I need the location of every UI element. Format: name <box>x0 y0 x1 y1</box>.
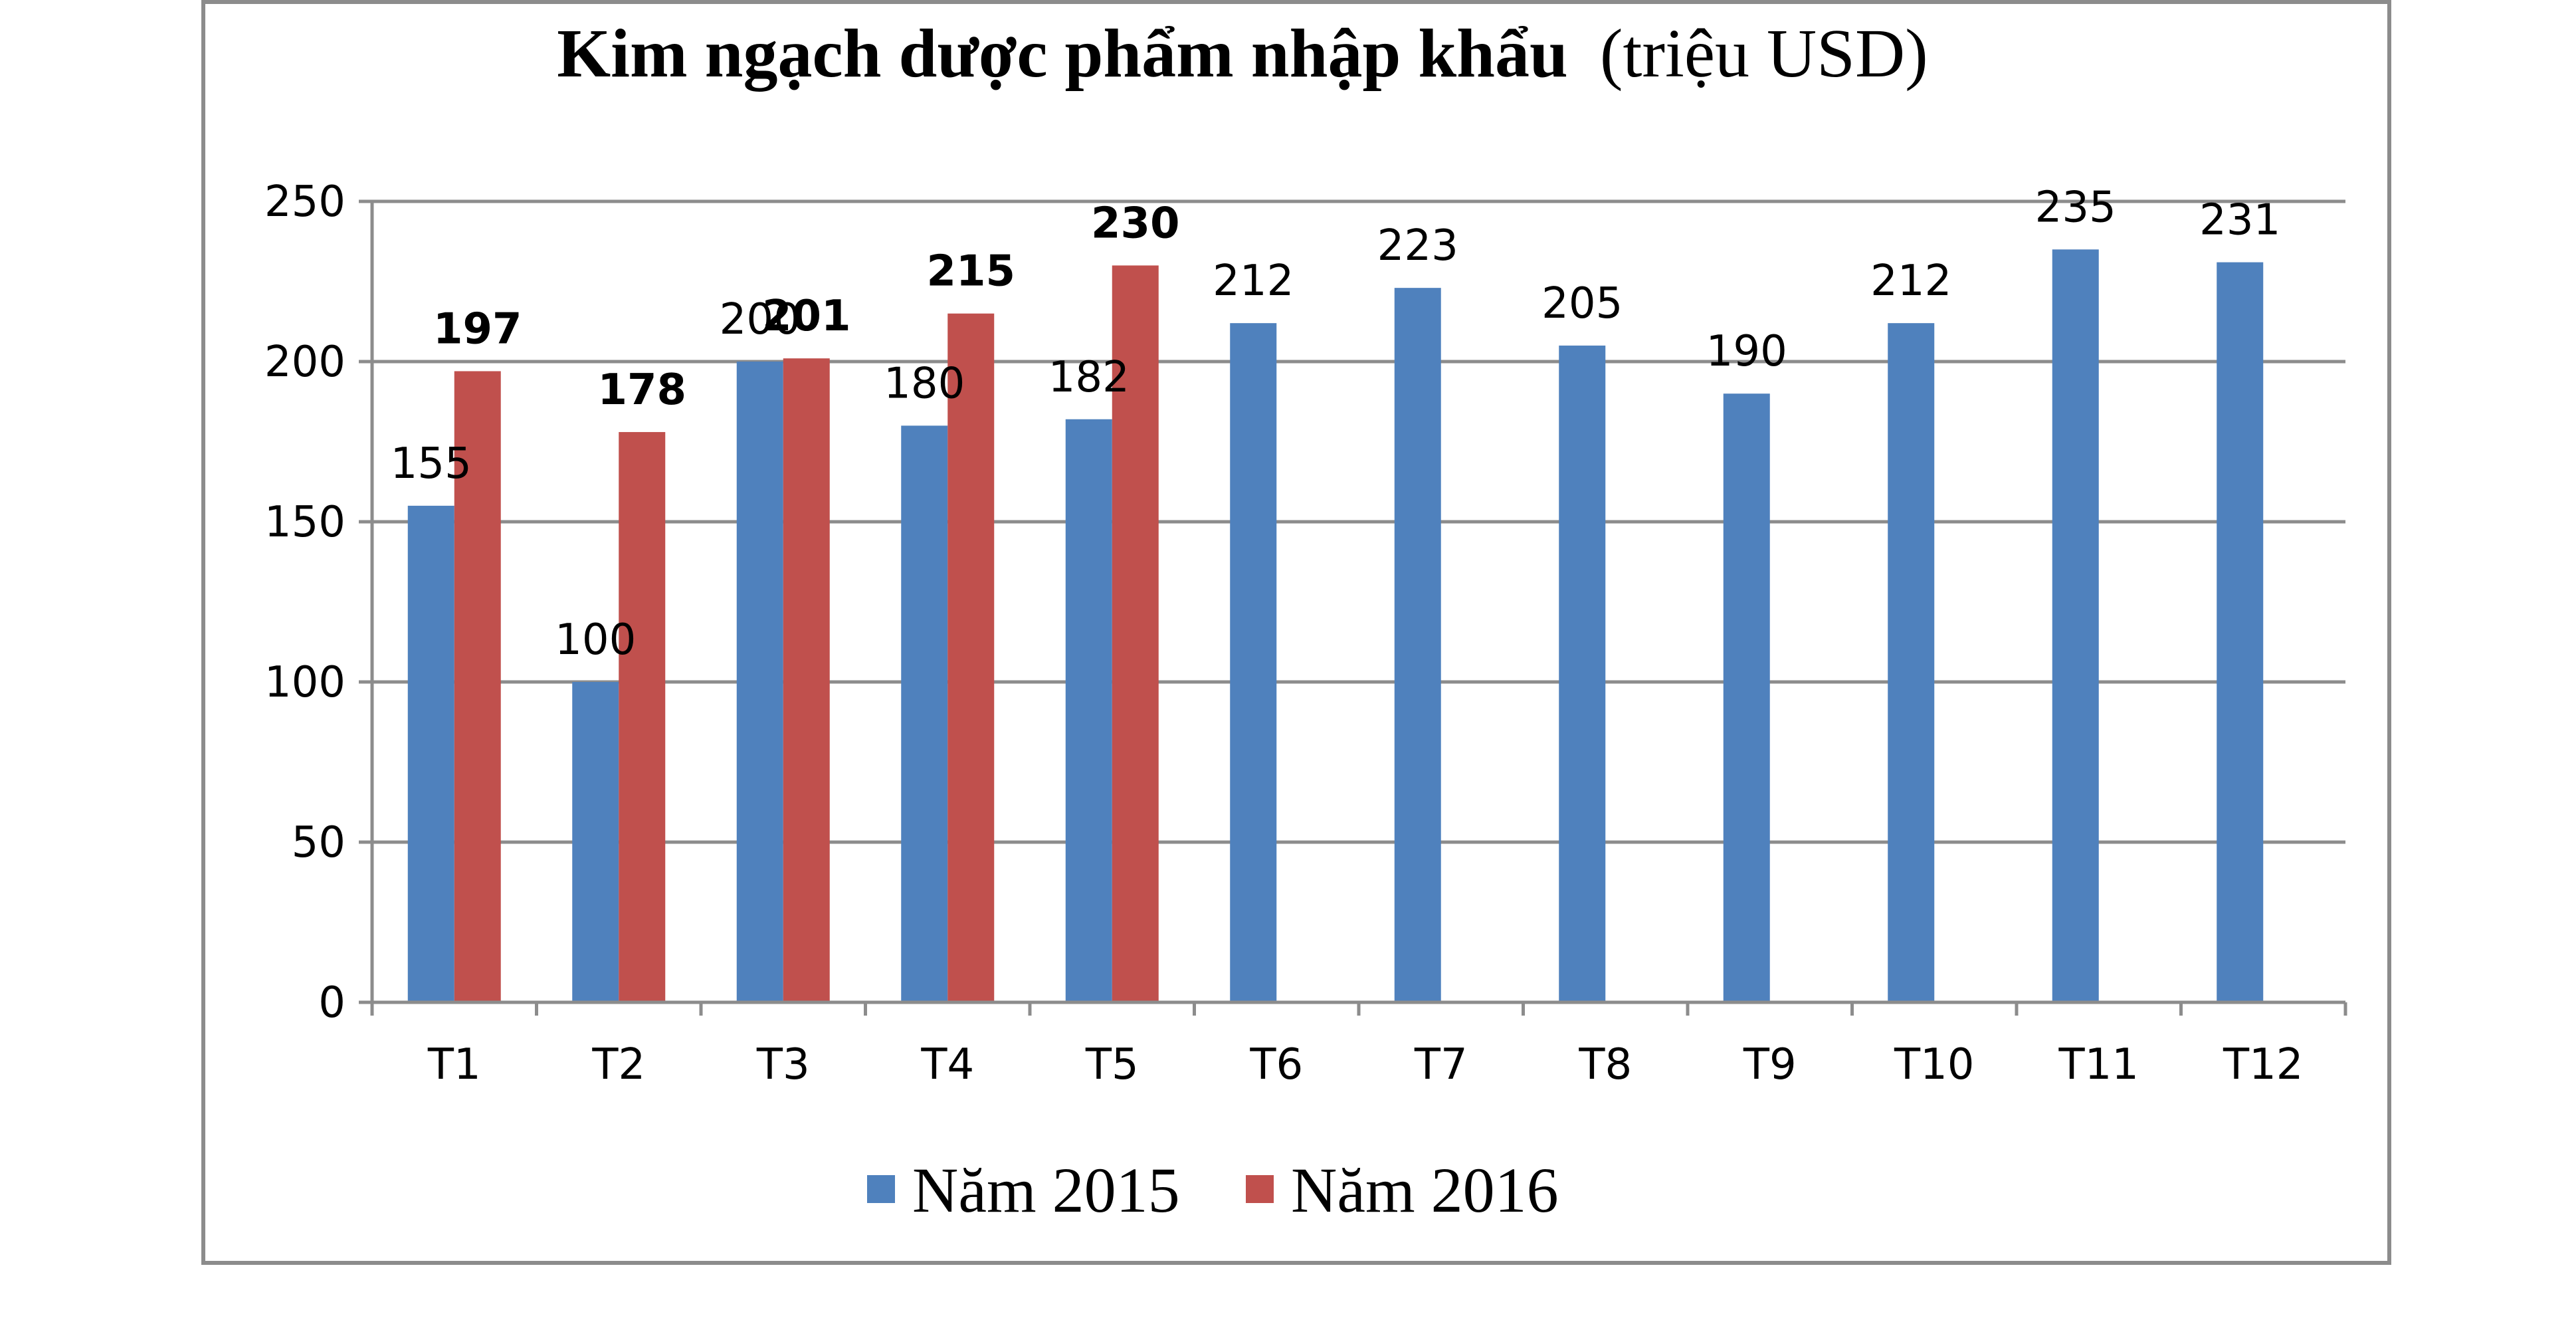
x-tick-label: T11 <box>2058 1040 2139 1089</box>
x-tick-label: T9 <box>1743 1040 1797 1089</box>
legend-label: Năm 2015 <box>912 1155 1180 1226</box>
legend-swatch <box>867 1175 895 1203</box>
x-tick-label: T2 <box>591 1040 645 1089</box>
bar <box>2217 262 2264 1003</box>
x-tick-label: T12 <box>2223 1040 2304 1089</box>
data-label: 212 <box>1213 257 1294 306</box>
bar <box>407 505 454 1002</box>
chart-title-unit: (triệu USD) <box>1600 15 1928 92</box>
bar <box>901 425 948 1002</box>
x-axis <box>370 1000 2347 1016</box>
bar <box>783 358 830 1002</box>
bar <box>736 362 783 1002</box>
y-axis-ticks: 0 50 100 150 200 250 <box>264 177 374 1028</box>
y-tick-label: 150 <box>264 498 346 547</box>
y-tick-label: 200 <box>264 338 346 387</box>
chart-border <box>201 0 2391 1265</box>
x-tick-label: T6 <box>1249 1040 1303 1089</box>
bar <box>1065 419 1112 1002</box>
bar <box>1723 393 1770 1002</box>
y-tick-label: 100 <box>264 658 346 707</box>
bar <box>1394 288 1441 1002</box>
gridlines <box>372 199 2345 844</box>
bar <box>619 432 666 1002</box>
x-tick-label: T1 <box>427 1040 481 1089</box>
bar <box>1559 345 1606 1002</box>
data-label: 223 <box>1377 221 1458 271</box>
chart-title: Kim ngạch dược phẩm nhập khẩu (triệu USD… <box>557 15 1928 92</box>
x-axis-ticks: T1 T2 T3 T4 T5 T6 T7 T8 T9 T10 T11 T12 <box>427 1040 2304 1089</box>
data-label: 182 <box>1048 353 1130 402</box>
bar <box>947 313 995 1003</box>
x-tick-label: T3 <box>756 1040 810 1089</box>
data-labels: 155 100 200 180 182 212 223 205 190 212 235 231 197 1… <box>391 183 2281 665</box>
bar <box>2052 249 2099 1002</box>
data-label: 155 <box>391 439 472 489</box>
y-tick-label: 250 <box>264 177 346 227</box>
data-label: 200 <box>720 295 801 344</box>
data-label: 205 <box>1541 279 1623 328</box>
data-label: 235 <box>2035 183 2116 232</box>
x-tick-label: T4 <box>920 1040 974 1089</box>
x-tick-label: T10 <box>1894 1040 1975 1089</box>
bar <box>572 682 619 1002</box>
data-label: 212 <box>1870 257 1951 306</box>
legend: Năm 2015 Năm 2016 <box>867 1155 1559 1226</box>
data-label: 178 <box>597 366 686 415</box>
legend-swatch <box>1246 1175 1274 1203</box>
chart-title-bold: Kim ngạch dược phẩm nhập khẩu <box>557 15 1568 92</box>
x-tick-label: T8 <box>1578 1040 1632 1089</box>
data-label: 197 <box>433 304 522 354</box>
bar <box>1112 265 1159 1002</box>
data-label: 215 <box>926 247 1015 296</box>
x-tick-label: T5 <box>1085 1040 1139 1089</box>
data-label: 100 <box>555 615 636 665</box>
y-tick-label: 50 <box>292 818 346 867</box>
bars <box>407 249 2264 1003</box>
bar <box>1230 323 1277 1002</box>
data-label: 190 <box>1706 327 1787 376</box>
data-label: 180 <box>884 359 965 408</box>
x-tick-label: T7 <box>1414 1040 1468 1089</box>
bar <box>1888 323 1935 1002</box>
bar <box>454 371 501 1002</box>
data-label: 230 <box>1091 199 1180 248</box>
data-label: 201 <box>762 292 851 341</box>
y-tick-label: 0 <box>318 978 346 1028</box>
legend-label: Năm 2016 <box>1291 1155 1559 1226</box>
data-label: 231 <box>2199 196 2280 245</box>
